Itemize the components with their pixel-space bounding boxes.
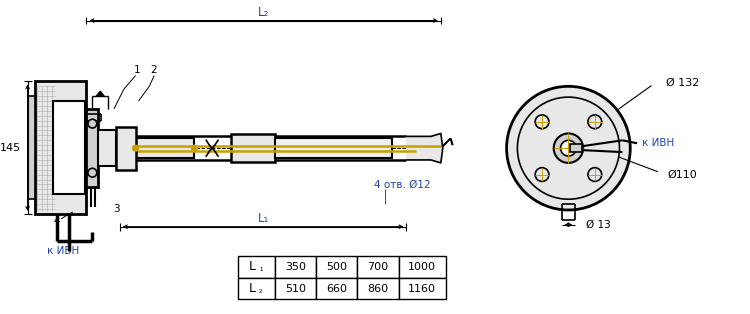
Bar	[275, 138, 392, 158]
Text: 3: 3	[113, 204, 120, 214]
Circle shape	[536, 115, 549, 129]
Text: 510: 510	[285, 284, 306, 294]
Text: Ø110: Ø110	[668, 170, 698, 180]
Text: 145: 145	[0, 143, 21, 153]
Bar	[35, 81, 86, 214]
Text: 350: 350	[285, 262, 306, 272]
Bar	[136, 138, 194, 158]
Text: к ИВН: к ИВН	[642, 138, 674, 148]
Polygon shape	[96, 91, 104, 96]
Text: к ИВН: к ИВН	[46, 246, 79, 256]
Circle shape	[506, 86, 630, 210]
Circle shape	[88, 168, 97, 177]
Bar	[275, 256, 316, 278]
Text: ₂: ₂	[260, 286, 262, 295]
Text: 500: 500	[326, 262, 347, 272]
Bar	[86, 109, 98, 187]
Bar	[316, 256, 358, 278]
Bar	[316, 278, 358, 299]
Text: 4 отв. Ø12: 4 отв. Ø12	[374, 180, 430, 189]
Circle shape	[133, 145, 139, 151]
Text: 1: 1	[134, 65, 141, 75]
Bar	[398, 256, 445, 278]
Bar	[98, 131, 116, 166]
Circle shape	[88, 119, 97, 128]
Bar	[358, 278, 398, 299]
Circle shape	[560, 140, 576, 156]
Bar	[238, 256, 275, 278]
Text: ₁: ₁	[259, 264, 262, 273]
Text: L: L	[248, 260, 255, 273]
Text: 4: 4	[54, 216, 60, 226]
Text: 860: 860	[368, 284, 388, 294]
Text: Ø 13: Ø 13	[586, 220, 610, 230]
Bar	[116, 127, 136, 170]
Text: L: L	[248, 282, 255, 295]
Circle shape	[536, 168, 549, 181]
Text: L₁: L₁	[257, 212, 268, 225]
Bar	[238, 278, 275, 299]
Circle shape	[554, 133, 584, 163]
Circle shape	[191, 145, 197, 151]
Text: 660: 660	[326, 284, 347, 294]
Bar	[571, 144, 582, 152]
Bar	[358, 256, 398, 278]
Bar	[275, 278, 316, 299]
Text: 1160: 1160	[408, 284, 436, 294]
Polygon shape	[406, 133, 442, 163]
Text: 2: 2	[150, 65, 157, 75]
Bar	[28, 96, 35, 199]
Text: 1000: 1000	[408, 262, 436, 272]
Bar	[53, 101, 85, 194]
Text: 700: 700	[368, 262, 388, 272]
Text: Ø 132: Ø 132	[666, 78, 700, 88]
Text: L₂: L₂	[258, 6, 269, 19]
Bar	[398, 278, 445, 299]
Circle shape	[588, 115, 602, 129]
Bar	[231, 134, 275, 162]
Circle shape	[588, 168, 602, 181]
